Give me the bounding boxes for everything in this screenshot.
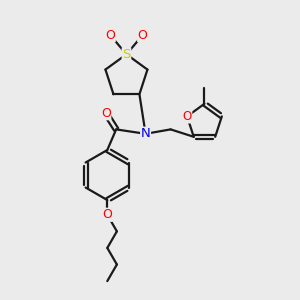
Text: O: O xyxy=(102,208,112,221)
Text: O: O xyxy=(138,29,148,42)
Text: S: S xyxy=(122,48,130,61)
Text: O: O xyxy=(182,110,192,123)
Text: O: O xyxy=(101,107,111,120)
Text: O: O xyxy=(105,29,115,42)
Text: N: N xyxy=(141,127,151,140)
